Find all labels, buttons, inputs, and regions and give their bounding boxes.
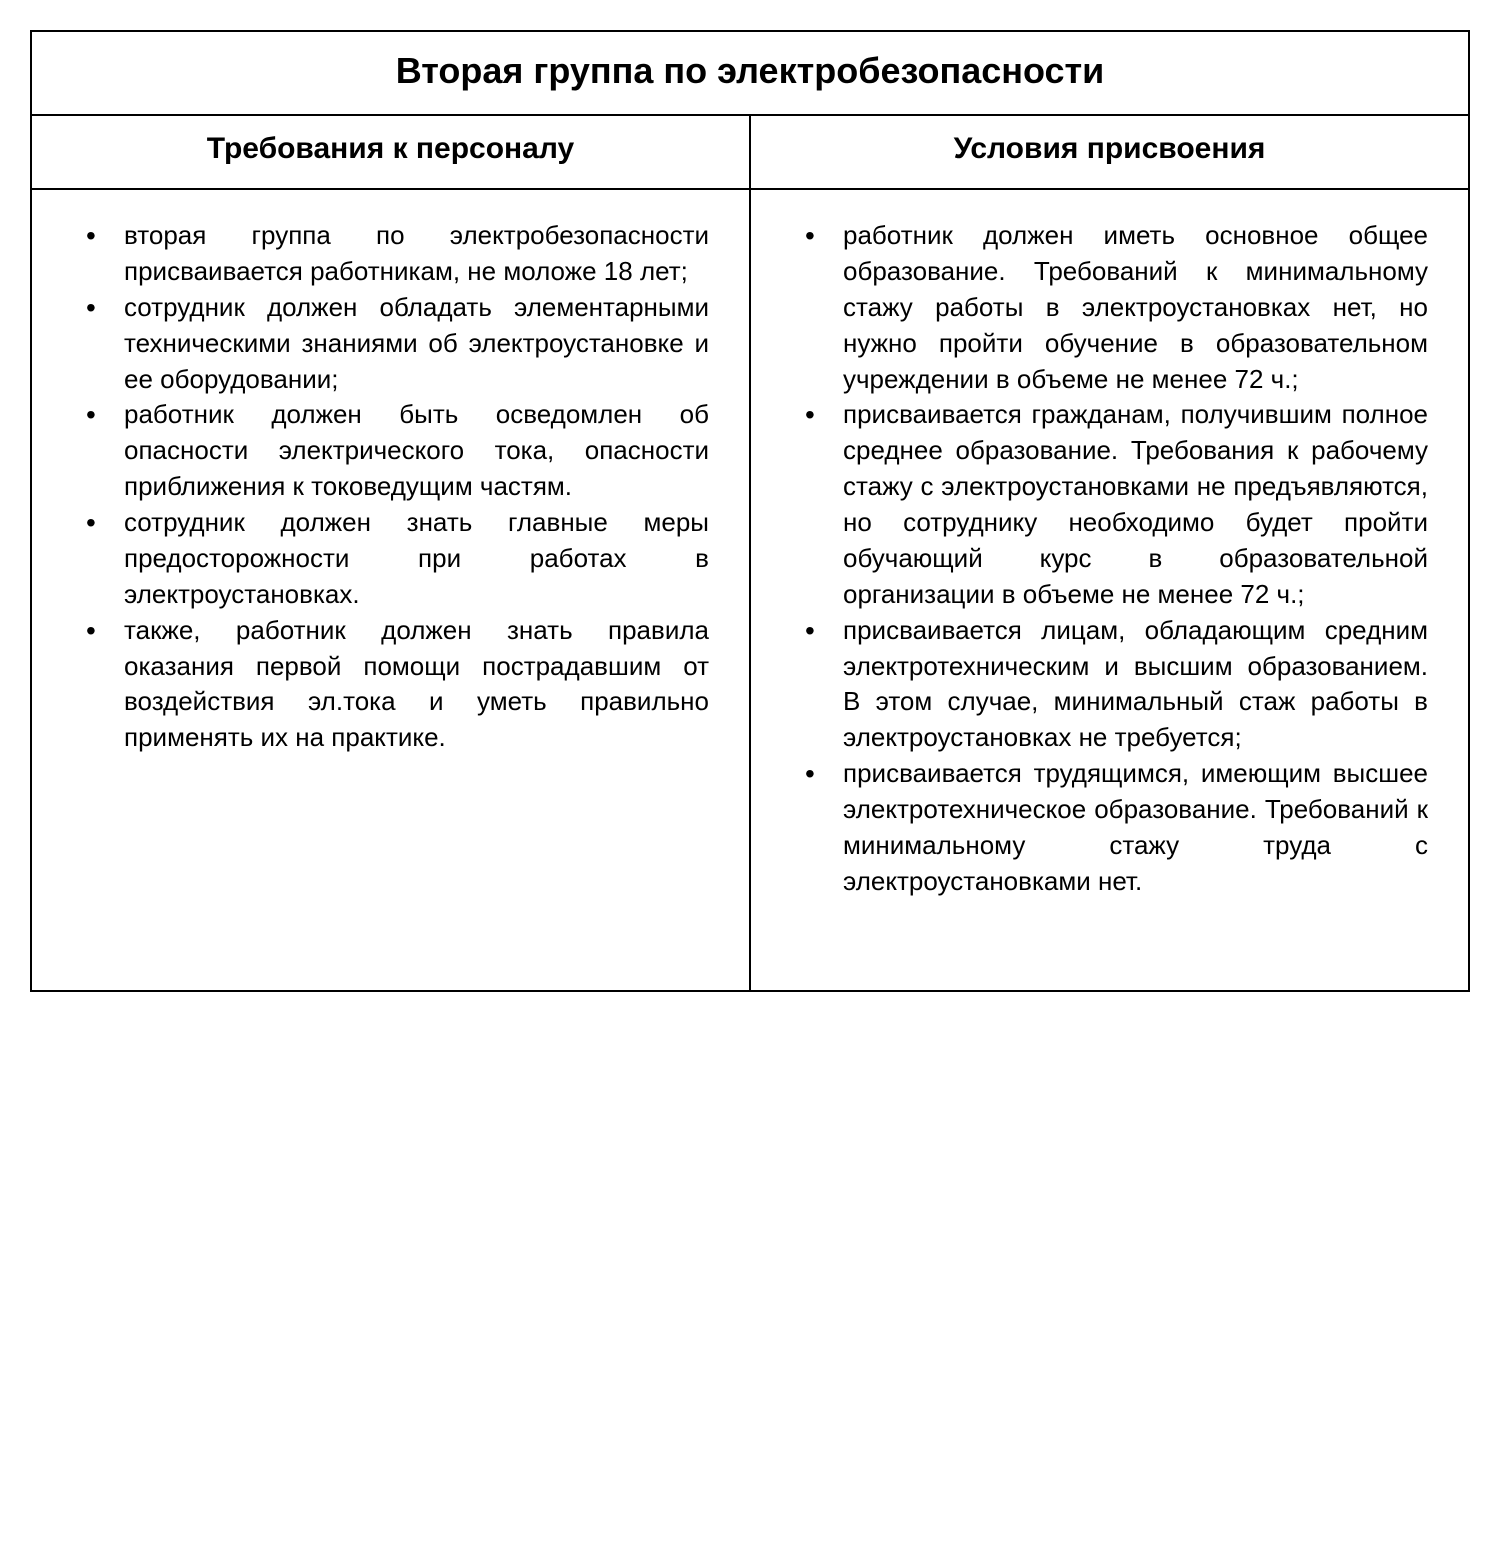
list-item: работник должен иметь основное общее обр… <box>791 218 1428 397</box>
column-header-conditions: Условия присвоения <box>751 116 1468 188</box>
list-item: работник должен быть осведомлен об опасн… <box>72 397 709 505</box>
table-title-row: Вторая группа по электробезопасности <box>32 32 1468 116</box>
list-item: вторая группа по электробезопасности при… <box>72 218 709 290</box>
safety-group-table: Вторая группа по электробезопасности Тре… <box>30 30 1470 992</box>
conditions-cell: работник должен иметь основное общее обр… <box>751 190 1468 990</box>
conditions-list: работник должен иметь основное общее обр… <box>791 218 1428 900</box>
requirements-cell: вторая группа по электробезопасности при… <box>32 190 751 990</box>
table-title: Вторая группа по электробезопасности <box>396 50 1105 91</box>
list-item: сотрудник должен обладать элементарными … <box>72 290 709 398</box>
list-item: присваивается гражданам, получившим полн… <box>791 397 1428 612</box>
column-header-requirements: Требования к персоналу <box>32 116 751 188</box>
list-item: сотрудник должен знать главные меры пред… <box>72 505 709 613</box>
list-item: присваивается трудящимся, имеющим высшее… <box>791 756 1428 900</box>
list-item: присваивается лицам, обладающим средним … <box>791 613 1428 757</box>
table-header-row: Требования к персоналу Условия присвоени… <box>32 116 1468 190</box>
requirements-list: вторая группа по электробезопасности при… <box>72 218 709 756</box>
list-item: также, работник должен знать правила ока… <box>72 613 709 757</box>
table-body-row: вторая группа по электробезопасности при… <box>32 190 1468 990</box>
